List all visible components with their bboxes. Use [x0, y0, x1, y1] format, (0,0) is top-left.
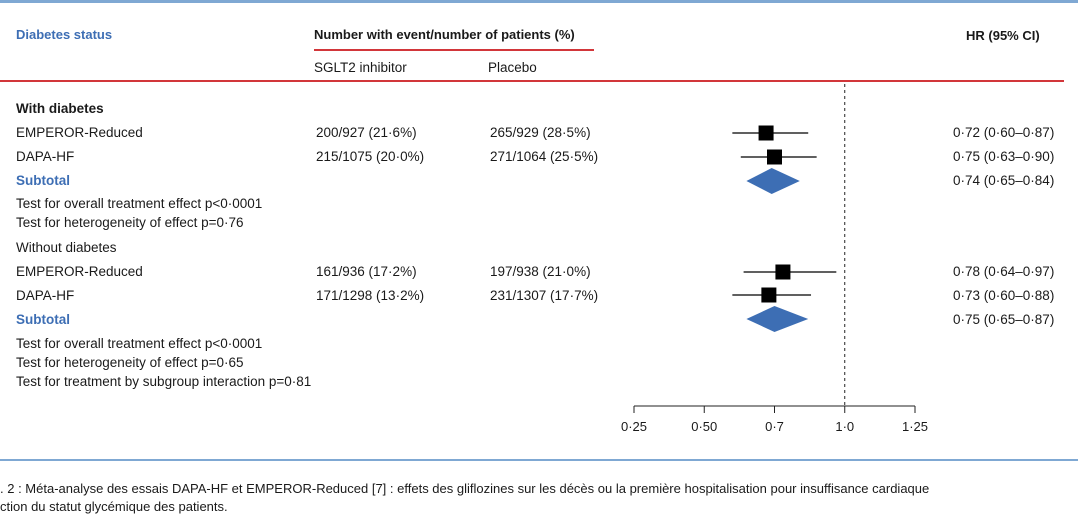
sglt2-column-header: SGLT2 inhibitor	[314, 60, 407, 75]
header-rule	[0, 80, 1064, 82]
test-line: Test for overall treatment effect p<0·00…	[16, 336, 263, 351]
subtotal-label: Subtotal	[16, 312, 70, 327]
subtotal-diamond	[746, 306, 809, 332]
top-border	[0, 0, 1078, 3]
hr-header: HR (95% CI)	[966, 28, 1040, 43]
sglt2-value: 200/927 (21·6%)	[316, 125, 417, 140]
point-estimate-square	[775, 264, 791, 280]
forest-plot: 0·25 0·50 0·7 1·0 1·25	[621, 84, 928, 434]
figure-caption-line2: ction du statut glycémique des patients.	[0, 499, 228, 514]
subtotal-diamond	[746, 168, 800, 194]
hr-value: 0·78 (0·64–0·97)	[953, 264, 1055, 279]
bottom-border	[0, 459, 1078, 461]
study-name: DAPA-HF	[16, 288, 75, 303]
study-name: EMPEROR-Reduced	[16, 125, 143, 140]
x-axis-tick-label: 0·50	[691, 419, 717, 434]
sglt2-value: 171/1298 (13·2%)	[316, 288, 425, 303]
x-axis-tick-label: 1·0	[835, 419, 854, 434]
study-name: EMPEROR-Reduced	[16, 264, 143, 279]
x-axis-tick-label: 0·7	[765, 419, 784, 434]
sglt2-value: 215/1075 (20·0%)	[316, 149, 425, 164]
sglt2-value: 161/936 (17·2%)	[316, 264, 417, 279]
placebo-column-header: Placebo	[488, 60, 537, 75]
hr-value: 0·73 (0·60–0·88)	[953, 288, 1055, 303]
group-label-with-diabetes: With diabetes	[16, 101, 104, 116]
placebo-value: 271/1064 (25·5%)	[490, 149, 599, 164]
point-estimate-square	[767, 149, 782, 165]
subtotal-label: Subtotal	[16, 173, 70, 188]
point-estimate-square	[758, 125, 774, 141]
placebo-value: 197/938 (21·0%)	[490, 264, 591, 279]
hr-value: 0·75 (0·63–0·90)	[953, 149, 1055, 164]
placebo-value: 231/1307 (17·7%)	[490, 288, 599, 303]
events-header-underline	[314, 49, 594, 51]
point-estimate-square	[761, 287, 777, 303]
test-line: Test for treatment by subgroup interacti…	[16, 374, 312, 389]
test-line: Test for heterogeneity of effect p=0·65	[16, 355, 244, 370]
placebo-value: 265/929 (28·5%)	[490, 125, 591, 140]
x-axis-tick-label: 1·25	[902, 419, 928, 434]
study-name: DAPA-HF	[16, 149, 75, 164]
diabetes-status-header: Diabetes status	[16, 27, 113, 42]
hr-value: 0·72 (0·60–0·87)	[953, 125, 1055, 140]
subtotal-hr-value: 0·75 (0·65–0·87)	[953, 312, 1055, 327]
figure-caption-line1: . 2 : Méta-analyse des essais DAPA-HF et…	[0, 481, 930, 496]
group-label-without-diabetes: Without diabetes	[16, 240, 117, 255]
x-axis-tick-label: 0·25	[621, 419, 647, 434]
events-header: Number with event/number of patients (%)	[314, 27, 575, 42]
test-line: Test for heterogeneity of effect p=0·76	[16, 215, 244, 230]
subtotal-hr-value: 0·74 (0·65–0·84)	[953, 173, 1055, 188]
test-line: Test for overall treatment effect p<0·00…	[16, 196, 263, 211]
